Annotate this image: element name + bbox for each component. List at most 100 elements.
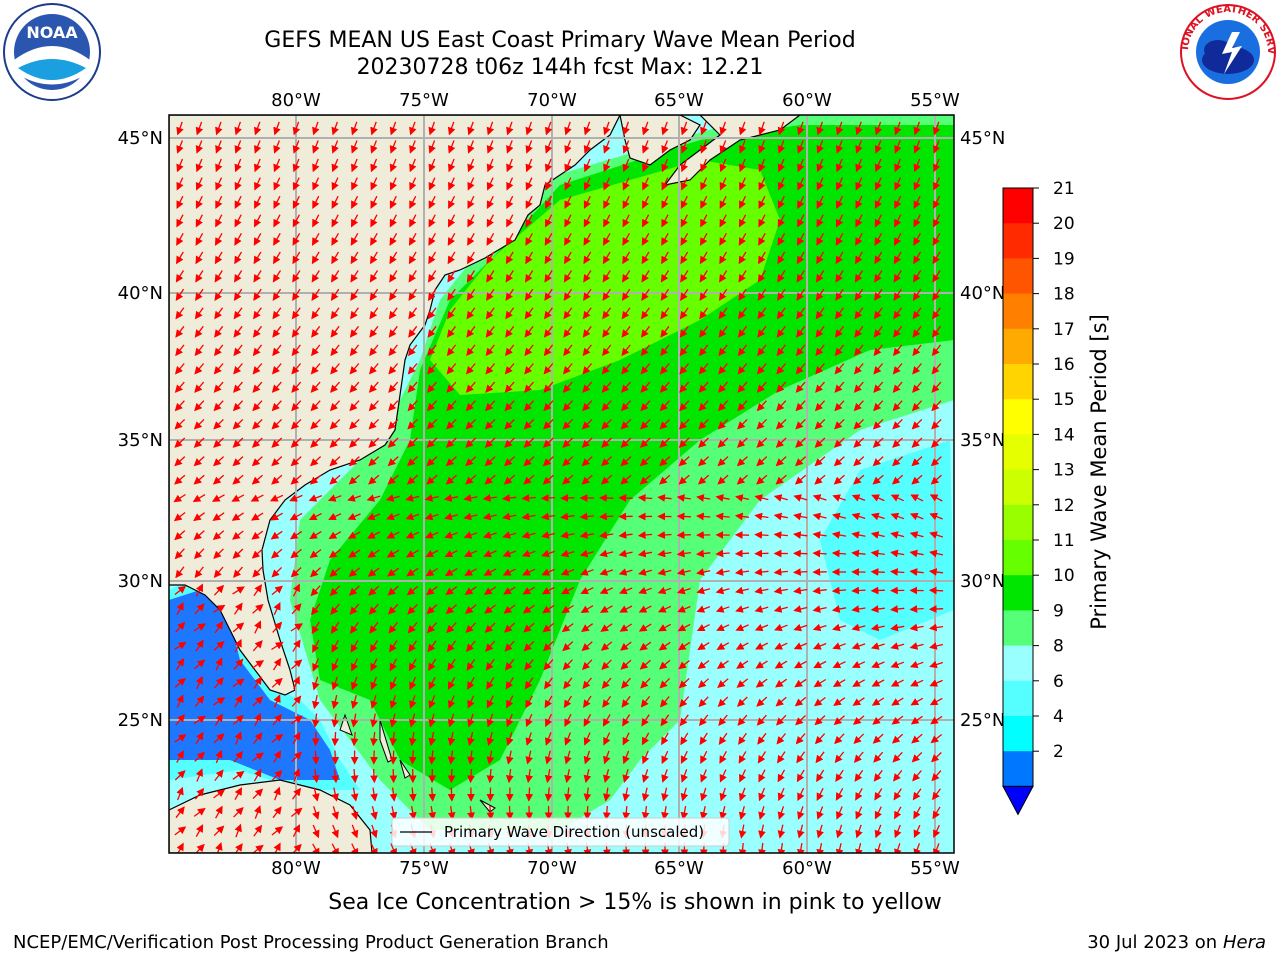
wave-arrow — [370, 251, 378, 265]
wave-arrow — [582, 400, 593, 412]
credit-left: NCEP/EMC/Verification Post Processing Pr… — [13, 932, 609, 953]
wave-arrow — [621, 307, 631, 320]
colorbar-segment — [1003, 328, 1033, 365]
wave-arrow — [388, 381, 399, 393]
wave-arrow — [213, 456, 225, 467]
wave-arrow — [232, 400, 244, 412]
wave-arrow — [928, 605, 944, 613]
wave-arrow — [330, 288, 340, 301]
wave-arrow — [192, 494, 206, 503]
wave-arrow — [310, 400, 321, 412]
wave-arrow — [583, 121, 592, 136]
wave-arrow — [504, 437, 515, 448]
lat-labels-left: 45°N 40°N 35°N 30°N 25°N — [118, 128, 163, 731]
wave-arrow — [812, 549, 827, 558]
wave-arrow — [583, 251, 592, 265]
wave-arrow — [504, 400, 515, 412]
wave-arrow — [757, 288, 767, 301]
wave-arrow — [661, 158, 669, 173]
wave-arrow — [583, 805, 592, 821]
wave-arrow — [234, 214, 242, 228]
wave-arrow — [351, 158, 359, 173]
wave-arrow — [272, 288, 282, 301]
wave-arrow — [777, 140, 786, 154]
wave-arrow — [581, 437, 593, 448]
wave-arrow — [660, 307, 670, 320]
wave-arrow — [874, 140, 883, 154]
wave-arrow — [389, 214, 397, 228]
wave-arrow — [758, 177, 766, 191]
wave-arrow — [913, 121, 921, 136]
wave-arrow — [718, 307, 728, 320]
wave-arrow — [292, 158, 300, 173]
wave-arrow — [698, 418, 709, 430]
wave-arrow — [467, 214, 475, 228]
wave-arrow — [485, 400, 496, 412]
wave-arrow — [583, 158, 592, 173]
wave-arrow — [504, 381, 515, 393]
wave-arrow — [892, 400, 903, 412]
wave-arrow — [253, 307, 262, 320]
wave-arrow — [447, 307, 456, 320]
wave-arrow — [699, 307, 709, 320]
wave-arrow — [913, 158, 921, 173]
wave-arrow — [465, 400, 476, 412]
wave-arrow — [368, 437, 380, 448]
wave-arrow — [250, 494, 264, 502]
wave-arrow — [639, 456, 651, 467]
wave-arrow — [931, 325, 942, 338]
wave-arrow — [215, 214, 223, 228]
wave-arrow — [408, 307, 418, 320]
wave-arrow — [466, 288, 476, 301]
wave-arrow — [776, 400, 787, 412]
wave-arrow — [525, 232, 533, 246]
wave-arrow — [661, 195, 669, 209]
wave-arrow — [407, 344, 418, 357]
wave-arrow — [485, 307, 495, 320]
wave-arrow — [467, 121, 475, 136]
wave-arrow — [854, 270, 864, 283]
wave-arrow — [795, 344, 806, 357]
wave-arrow — [661, 251, 669, 265]
wave-arrow — [446, 400, 457, 412]
wave-arrow — [232, 474, 244, 485]
wave-arrow — [758, 158, 766, 173]
wave-arrow — [505, 232, 514, 246]
wave-arrow — [913, 177, 921, 191]
wave-arrow — [758, 140, 766, 154]
wave-arrow — [660, 325, 670, 338]
wave-arrow — [678, 437, 690, 448]
wave-arrow — [253, 140, 262, 154]
wave-arrow — [369, 325, 379, 338]
wave-arrow — [175, 288, 185, 301]
wave-arrow — [602, 307, 612, 320]
wave-arrow — [564, 195, 572, 209]
land-nova-scotia — [663, 115, 801, 186]
colorbar-segment — [1003, 610, 1033, 647]
wave-arrow — [719, 177, 727, 191]
wave-arrow — [291, 344, 301, 357]
colorbar-tick-label: 20 — [1053, 214, 1075, 234]
wave-arrow — [599, 512, 614, 521]
wave-arrow — [409, 214, 417, 228]
wave-arrow — [213, 381, 224, 393]
wave-arrow — [426, 418, 438, 430]
wave-arrow — [835, 158, 844, 173]
colorbar-tick-label: 11 — [1053, 531, 1075, 551]
wave-arrow — [698, 344, 709, 357]
lon-label-bottom: 65°W — [654, 858, 704, 879]
lat-label-right: 45°N — [960, 128, 1005, 149]
wave-arrow — [797, 140, 805, 154]
wave-arrow — [739, 214, 747, 228]
wave-arrow — [543, 344, 554, 357]
wave-arrow — [719, 158, 727, 173]
wave-arrow — [833, 456, 845, 467]
wave-arrow — [894, 158, 902, 173]
wave-arrow — [583, 177, 591, 191]
wave-arrow — [253, 232, 262, 246]
wave-arrow — [659, 437, 671, 448]
wave-arrow — [351, 195, 359, 209]
wave-arrow — [641, 232, 650, 246]
wave-arrow — [583, 288, 592, 301]
wave-arrow — [350, 232, 359, 246]
